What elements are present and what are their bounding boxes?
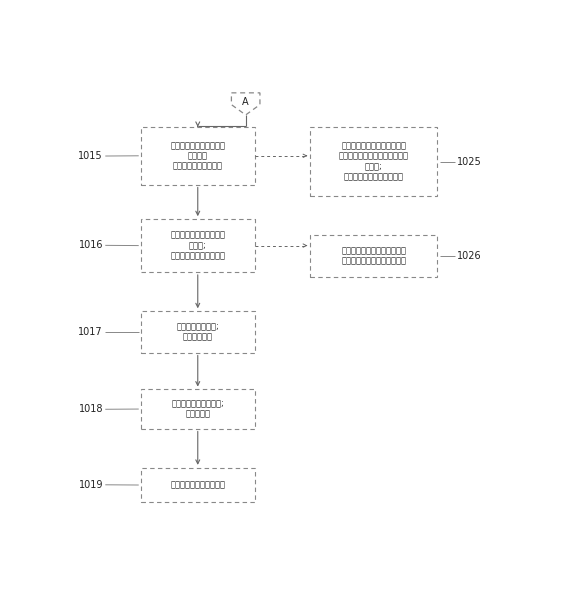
FancyBboxPatch shape (141, 219, 255, 272)
Text: 1019: 1019 (79, 480, 103, 490)
Text: 1025: 1025 (457, 157, 482, 167)
Text: ゴール及びゴール階層を
再調整;
ゴール結合をハイライト: ゴール及びゴール階層を 再調整; ゴール結合をハイライト (170, 231, 225, 261)
Text: 更なるプロセスを選択;
計画を修正: 更なるプロセスを選択; 計画を修正 (171, 399, 224, 419)
Text: ゴール階層及びゴール結合に
最も適合するプロセスを検索: ゴール階層及びゴール結合に 最も適合するプロセスを検索 (342, 246, 407, 266)
Text: 1018: 1018 (79, 404, 103, 414)
Text: 修正された計画をテスト: 修正された計画をテスト (170, 481, 225, 490)
Text: 1026: 1026 (457, 251, 482, 261)
Text: A: A (242, 97, 249, 106)
FancyBboxPatch shape (310, 235, 438, 277)
FancyBboxPatch shape (141, 127, 255, 185)
Text: 仮の解決策を作成;
仮説をテスト: 仮の解決策を作成; 仮説をテスト (177, 322, 219, 341)
Text: ノード共通性及びゴール近接
度に従って、関連するプロセス
を発見;
ストーリーを検索し、出力: ノード共通性及びゴール近接 度に従って、関連するプロセス を発見; ストーリーを… (339, 142, 409, 182)
FancyBboxPatch shape (310, 127, 438, 196)
Text: 1017: 1017 (78, 327, 103, 337)
Text: 選択されたストーリーに
従って、
経験を収集／思い出す: 選択されたストーリーに 従って、 経験を収集／思い出す (170, 141, 225, 170)
FancyBboxPatch shape (141, 389, 255, 429)
FancyBboxPatch shape (141, 311, 255, 353)
FancyBboxPatch shape (141, 468, 255, 502)
Text: 1015: 1015 (78, 151, 103, 161)
Text: 1016: 1016 (79, 240, 103, 251)
